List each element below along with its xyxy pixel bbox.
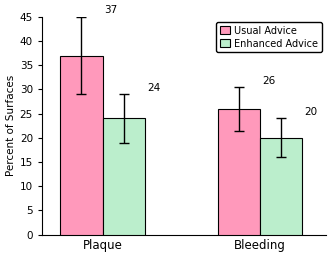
Bar [103, 118, 145, 235]
Text: 37: 37 [105, 5, 118, 15]
Y-axis label: Percent of Surfaces: Percent of Surfaces [6, 75, 16, 176]
Text: 24: 24 [147, 83, 160, 93]
Bar [60, 55, 103, 235]
Text: 26: 26 [262, 76, 275, 86]
Bar [260, 138, 302, 235]
Text: 20: 20 [304, 107, 317, 117]
Legend: Usual Advice, Enhanced Advice: Usual Advice, Enhanced Advice [216, 22, 322, 52]
Bar [217, 109, 260, 235]
